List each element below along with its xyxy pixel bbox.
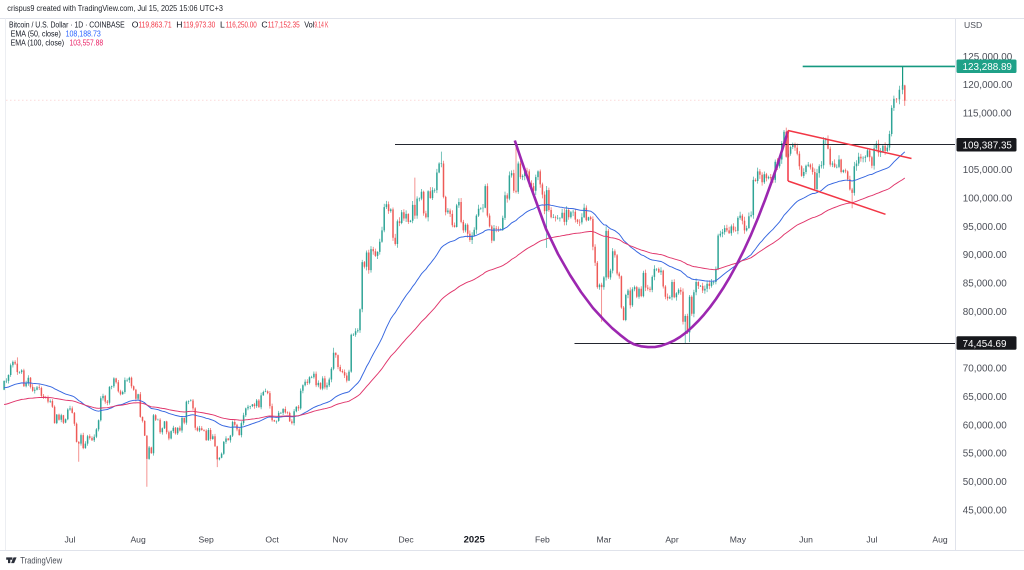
svg-text:70,000.00: 70,000.00: [963, 364, 1007, 375]
svg-text:90,000.00: 90,000.00: [963, 250, 1007, 261]
svg-text:Aug: Aug: [130, 534, 146, 544]
svg-text:85,000.00: 85,000.00: [963, 279, 1007, 290]
svg-text:Sep: Sep: [199, 534, 215, 544]
svg-text:O: O: [132, 19, 139, 29]
svg-text:EMA (50, close): EMA (50, close): [11, 30, 62, 39]
svg-text:117,152.35: 117,152.35: [268, 19, 300, 29]
svg-text:9.14 K: 9.14 K: [314, 19, 328, 29]
svg-text:50,000.00: 50,000.00: [963, 477, 1007, 488]
svg-text:120,000.00: 120,000.00: [963, 80, 1013, 91]
svg-text:103,557.88: 103,557.88: [70, 39, 104, 48]
svg-text:45,000.00: 45,000.00: [963, 505, 1007, 516]
svg-text:Mar: Mar: [596, 534, 611, 544]
svg-text:Bitcoin / U.S. Dollar · 1D · C: Bitcoin / U.S. Dollar · 1D · COINBASE: [9, 19, 125, 29]
svg-text:125,000.00: 125,000.00: [963, 52, 1013, 63]
svg-text:60,000.00: 60,000.00: [963, 420, 1007, 431]
svg-text:80,000.00: 80,000.00: [963, 307, 1007, 318]
svg-text:119,973.30: 119,973.30: [183, 19, 215, 29]
svg-text:TradingView: TradingView: [20, 556, 63, 566]
svg-text:Nov: Nov: [333, 534, 349, 544]
svg-text:Dec: Dec: [398, 534, 414, 544]
svg-text:crispus9 created with TradingV: crispus9 created with TradingView.com, J…: [7, 4, 223, 13]
svg-text:Aug: Aug: [932, 534, 948, 544]
svg-text:123,288.89: 123,288.89: [963, 62, 1013, 73]
svg-text:Apr: Apr: [665, 534, 679, 544]
svg-text:Jun: Jun: [799, 534, 813, 544]
svg-text:EMA (100, close): EMA (100, close): [11, 39, 65, 48]
svg-text:Jul: Jul: [65, 534, 76, 544]
svg-text:May: May: [730, 534, 747, 544]
svg-text:2025: 2025: [464, 534, 486, 545]
svg-text:Vol: Vol: [304, 19, 314, 29]
svg-text:116,250.00: 116,250.00: [226, 19, 257, 29]
svg-text:109,387.35: 109,387.35: [963, 141, 1013, 152]
svg-text:55,000.00: 55,000.00: [963, 449, 1007, 460]
svg-text:100,000.00: 100,000.00: [963, 194, 1013, 205]
svg-text:C: C: [261, 19, 267, 29]
svg-text:Jul: Jul: [866, 534, 877, 544]
svg-text:108,188.73: 108,188.73: [66, 30, 101, 39]
svg-text:115,000.00: 115,000.00: [963, 109, 1012, 120]
svg-text:H: H: [176, 19, 182, 29]
svg-text:Oct: Oct: [265, 534, 279, 544]
svg-text:95,000.00: 95,000.00: [963, 222, 1007, 233]
svg-text:65,000.00: 65,000.00: [963, 392, 1007, 403]
svg-text:Feb: Feb: [535, 534, 550, 544]
svg-text:USD: USD: [964, 20, 982, 30]
svg-text:L: L: [220, 19, 225, 29]
svg-text:74,454.69: 74,454.69: [963, 339, 1007, 350]
svg-text:119,863.71: 119,863.71: [138, 19, 171, 29]
svg-text:105,000.00: 105,000.00: [963, 165, 1013, 176]
